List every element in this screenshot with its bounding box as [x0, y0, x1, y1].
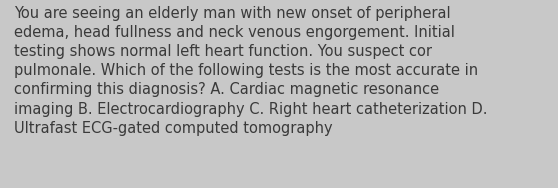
Text: You are seeing an elderly man with new onset of peripheral
edema, head fullness : You are seeing an elderly man with new o…: [14, 6, 488, 136]
